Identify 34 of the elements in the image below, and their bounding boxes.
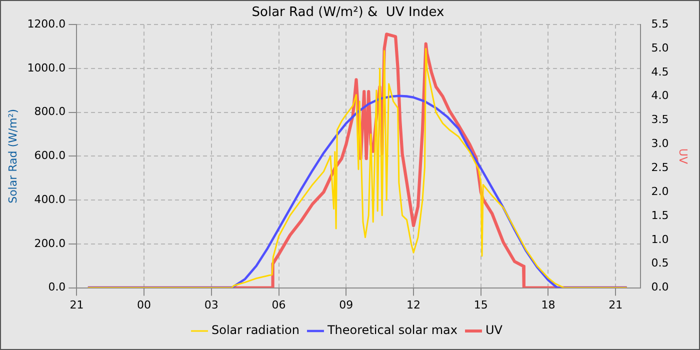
x-tick-label: 06 [272, 298, 286, 312]
y2-tick-label: 0.5 [651, 256, 669, 270]
y-tick-label: 1000.0 [27, 61, 66, 74]
x-tick-label: 21 [608, 298, 623, 312]
y2-tick-label: 5.0 [651, 41, 669, 54]
y-tick-label: 200.0 [34, 236, 66, 250]
y-tick-label: 1200.0 [27, 17, 66, 30]
legend-label: Theoretical solar max [326, 323, 458, 338]
y-tick-label: 800.0 [34, 105, 66, 118]
y-tick-label: 600.0 [34, 149, 66, 162]
x-tick-label: 09 [339, 298, 354, 312]
y2-tick-label: 2.5 [651, 161, 669, 174]
y-tick-label: 0.0 [48, 280, 66, 294]
y2-tick-label: 2.0 [651, 184, 669, 198]
legend-label: Solar radiation [212, 323, 300, 338]
x-tick-label: 03 [204, 298, 218, 312]
y2-tick-label: 1.5 [651, 208, 669, 222]
y2-tick-label: 5.5 [651, 17, 669, 30]
y2-tick-label: 4.0 [651, 89, 669, 102]
y-axis-title: Solar Rad (W/m²) [6, 108, 20, 204]
y2-tick-label: 4.5 [651, 65, 669, 78]
legend-label: UV [486, 323, 504, 338]
x-tick-label: 15 [474, 298, 488, 312]
y2-tick-label: 3.0 [651, 137, 669, 150]
y2-axis-title: UV [676, 148, 690, 164]
y2-tick-label: 3.5 [651, 113, 669, 126]
x-tick-label: 12 [406, 298, 421, 312]
x-tick-label: 18 [541, 298, 556, 312]
x-tick-label: 21 [70, 298, 84, 312]
y2-tick-label: 0.0 [651, 280, 669, 294]
x-tick-label: 00 [137, 298, 152, 312]
chart-title: Solar Rad (W/m²) & UV Index [252, 5, 445, 20]
y2-tick-label: 1.0 [651, 232, 669, 246]
y-tick-label: 400.0 [34, 192, 66, 206]
